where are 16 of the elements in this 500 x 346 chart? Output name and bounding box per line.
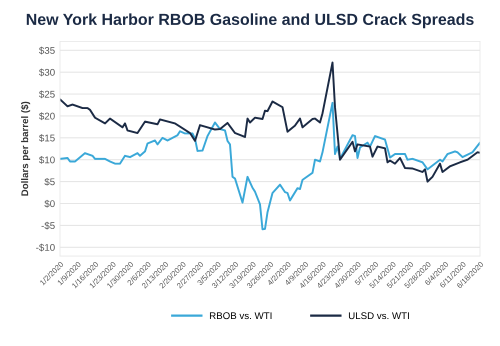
y-tick-label: $5 xyxy=(44,178,55,186)
y-tick-label: $35 xyxy=(39,46,55,54)
legend-label: RBOB vs. WTI xyxy=(210,312,272,320)
y-tick-label: $10 xyxy=(39,156,55,164)
line-series xyxy=(60,62,480,183)
legend-label: ULSD vs. WTI xyxy=(348,312,409,320)
y-tick-label: $30 xyxy=(39,68,55,76)
y-tick-label: $0 xyxy=(44,200,55,208)
chart-title: New York Harbor RBOB Gasoline and ULSD Crack Spreads xyxy=(26,13,474,28)
y-axis-title: Dollars per barrel ($) xyxy=(20,102,30,196)
y-tick-label: $15 xyxy=(39,134,55,142)
y-tick-label: $20 xyxy=(39,112,55,120)
line-series xyxy=(60,102,480,230)
y-tick-label: -$10 xyxy=(36,244,55,252)
y-tick-label: -$5 xyxy=(42,222,55,230)
y-tick-label: $25 xyxy=(39,90,55,98)
